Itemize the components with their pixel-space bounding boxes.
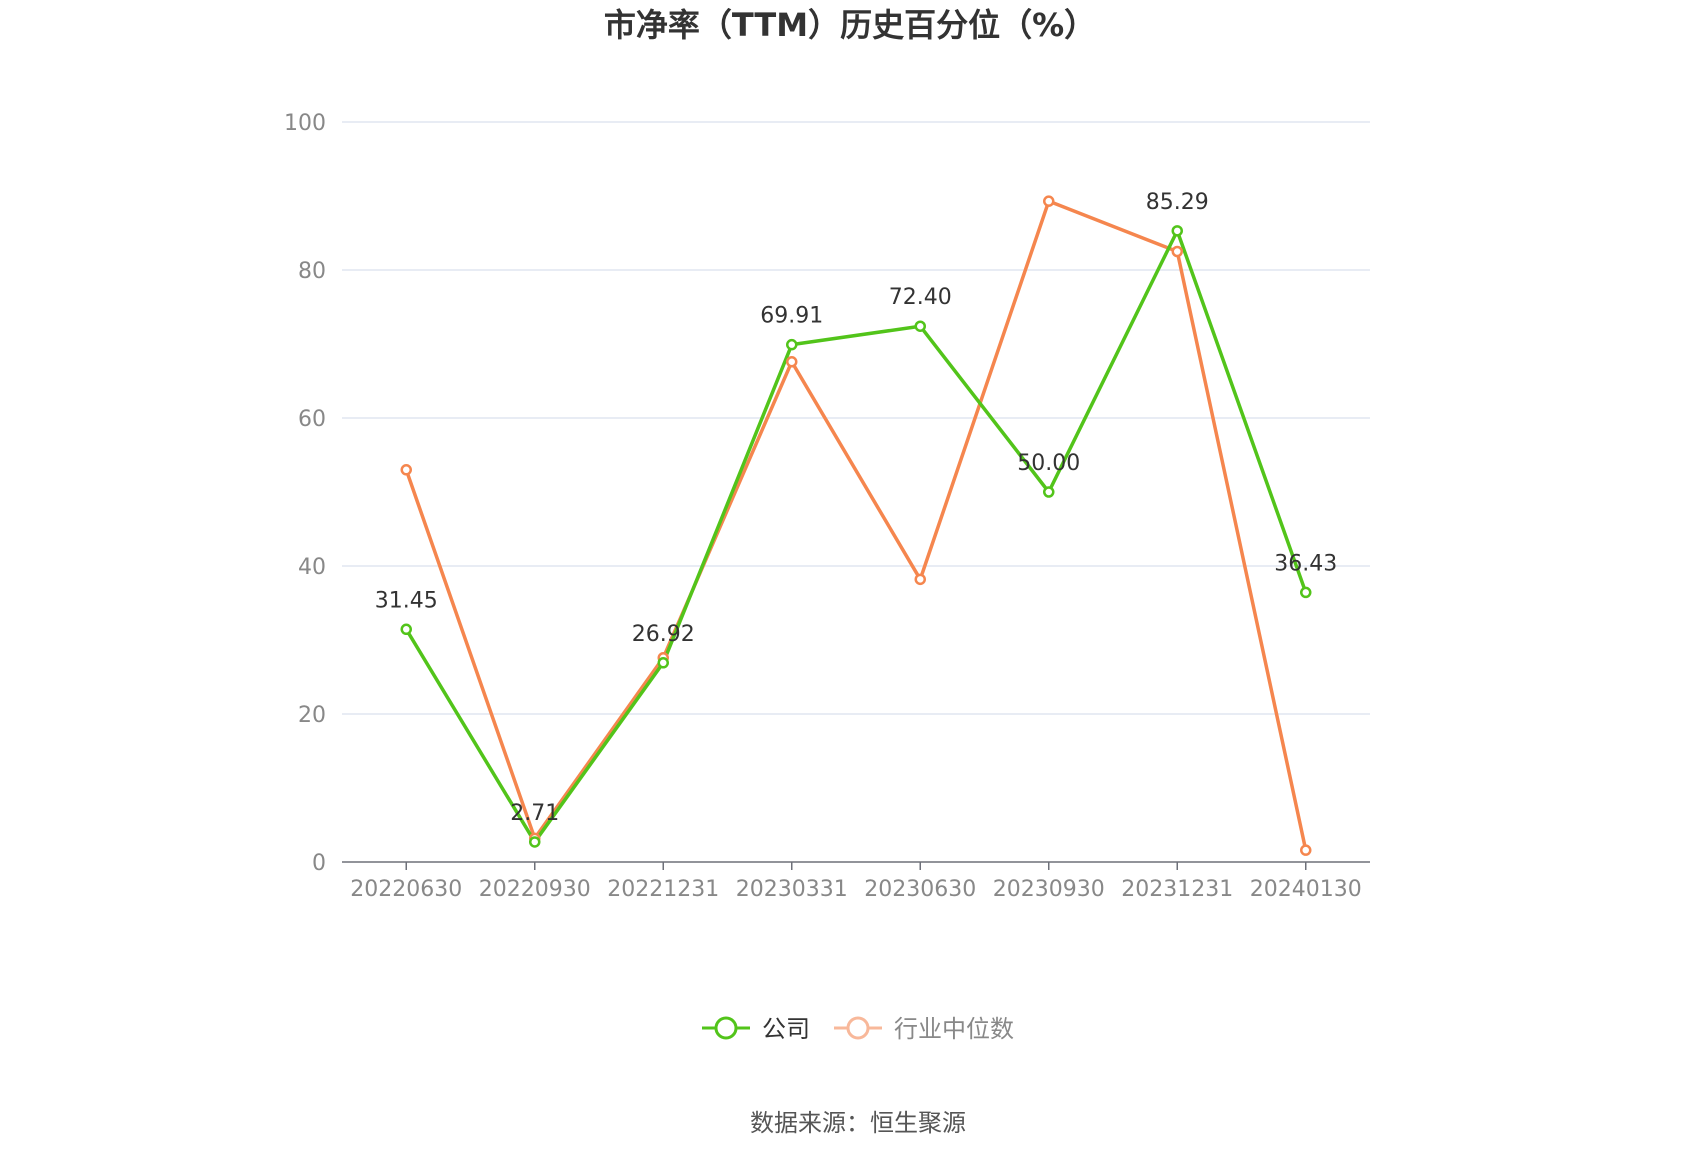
- legend-label-industry: 行业中位数: [894, 1015, 1014, 1043]
- series-1-point-0[interactable]: [400, 464, 412, 476]
- data-label-7: 36.43: [1274, 551, 1337, 576]
- series-0-point-2[interactable]: [657, 657, 669, 669]
- series-0-point-4[interactable]: [914, 320, 926, 332]
- series-1-point-3[interactable]: [786, 356, 798, 368]
- series-lines: [404, 199, 1308, 851]
- x-tick-label-6: 20231231: [1121, 877, 1233, 902]
- data-label-3: 69.91: [760, 304, 823, 329]
- x-tick-label-2: 20221231: [607, 877, 719, 902]
- chart-title: 市净率（TTM）历史百分位（%）: [604, 6, 1096, 44]
- data-label-4: 72.40: [889, 285, 952, 310]
- legend-item-industry[interactable]: 行业中位数: [834, 1015, 1014, 1043]
- series-0-point-0[interactable]: [400, 623, 412, 636]
- series-0-point-5[interactable]: [1043, 486, 1055, 498]
- y-tick-label-0: 0: [312, 851, 326, 876]
- x-tick-label-0: 20220630: [350, 877, 462, 902]
- series-1-point-5[interactable]: [1043, 195, 1055, 207]
- series-line-0: [404, 229, 1308, 844]
- x-tick-label-5: 20230930: [993, 877, 1105, 902]
- data-label-0: 31.45: [375, 588, 438, 613]
- y-tick-label-4: 80: [298, 259, 326, 284]
- series-1-point-6[interactable]: [1171, 245, 1183, 258]
- y-tick-label-2: 40: [298, 555, 326, 580]
- y-tick-label-1: 20: [298, 703, 326, 728]
- x-tick-label-7: 20240130: [1250, 877, 1362, 902]
- series-0-point-7[interactable]: [1300, 586, 1312, 599]
- data-label-6: 85.29: [1146, 190, 1209, 215]
- series-0-point-6[interactable]: [1171, 225, 1183, 237]
- x-tick-label-1: 20220930: [479, 877, 591, 902]
- x-axis: 20220630 20220930 20221231 20230331 20230630…: [342, 861, 1370, 902]
- x-tick-label-4: 20230630: [864, 877, 976, 902]
- legend-swatch-industry-marker: [846, 1016, 870, 1040]
- grid-lines: [342, 121, 1370, 715]
- x-tick-label-3: 20230331: [736, 877, 848, 902]
- legend-item-company[interactable]: 公司: [702, 1015, 810, 1043]
- data-label-2: 26.92: [632, 622, 695, 647]
- series-1-point-7[interactable]: [1300, 844, 1312, 856]
- series-line-1: [404, 199, 1308, 851]
- series-points: [400, 195, 1312, 856]
- y-axis-ticks: 0 20 40 60 80 100: [284, 111, 326, 876]
- y-tick-label-5: 100: [284, 111, 326, 136]
- data-label-5: 50.00: [1017, 451, 1080, 476]
- source-note: 数据来源：恒生聚源: [750, 1109, 966, 1137]
- data-labels: 31.45 2.71 26.92 69.91 72.40 50.00 85.29 36.43: [375, 190, 1337, 826]
- series-0-point-1[interactable]: [529, 836, 541, 848]
- legend-label-company: 公司: [762, 1015, 810, 1043]
- y-tick-label-3: 60: [298, 407, 326, 432]
- data-label-1: 2.71: [510, 801, 559, 826]
- series-1-point-4[interactable]: [914, 573, 926, 586]
- legend-swatch-company-marker: [714, 1016, 738, 1040]
- series-0-point-3[interactable]: [786, 338, 798, 351]
- legend[interactable]: 公司 行业中位数: [702, 1015, 1014, 1043]
